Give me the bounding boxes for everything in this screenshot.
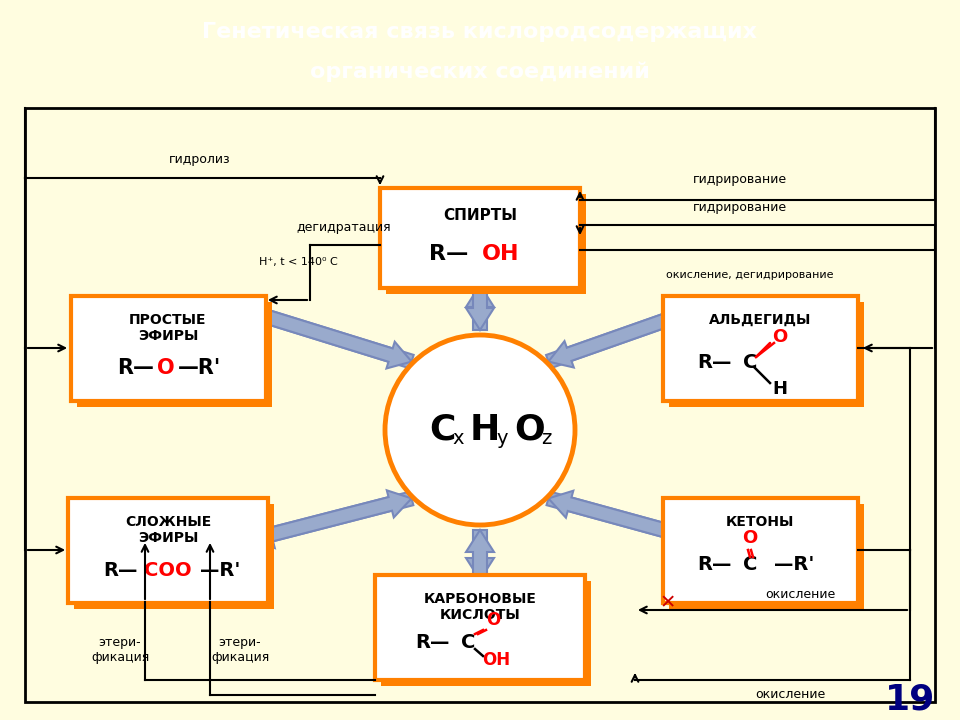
- Text: O: O: [157, 358, 175, 378]
- Text: окисление: окисление: [755, 688, 826, 701]
- Text: —R': —R': [178, 358, 221, 378]
- Text: z: z: [540, 430, 551, 449]
- Bar: [668, 302, 863, 407]
- Text: C: C: [461, 632, 475, 652]
- Text: H: H: [773, 380, 787, 398]
- Polygon shape: [466, 285, 494, 330]
- Text: АЛЬДЕГИДЫ: АЛЬДЕГИДЫ: [708, 313, 811, 327]
- Text: C: C: [743, 556, 757, 575]
- Polygon shape: [243, 303, 412, 369]
- Polygon shape: [466, 285, 494, 330]
- Text: OH: OH: [482, 651, 510, 669]
- Text: O: O: [773, 328, 787, 346]
- Text: R—: R—: [416, 632, 450, 652]
- Bar: [380, 188, 580, 288]
- Text: ✕: ✕: [660, 593, 676, 613]
- Text: x: x: [452, 430, 464, 449]
- Text: C: C: [429, 413, 455, 447]
- Bar: [77, 302, 272, 407]
- Text: СЛОЖНЫЕ: СЛОЖНЫЕ: [125, 515, 211, 529]
- Bar: [375, 575, 585, 680]
- Bar: [386, 194, 586, 294]
- Bar: [70, 295, 266, 400]
- Text: H⁺, t < 140⁰ C: H⁺, t < 140⁰ C: [258, 257, 337, 267]
- Polygon shape: [466, 530, 494, 580]
- Polygon shape: [546, 304, 695, 368]
- Bar: [668, 503, 863, 608]
- Text: КАРБОНОВЫЕ: КАРБОНОВЫЕ: [423, 592, 537, 606]
- Text: органических соединений: органических соединений: [310, 62, 650, 82]
- Text: КЕТОНЫ: КЕТОНЫ: [726, 515, 794, 529]
- Text: ЭФИРЫ: ЭФИРЫ: [138, 531, 198, 545]
- Text: этери-
фикация: этери- фикация: [211, 636, 269, 664]
- Bar: [662, 498, 857, 603]
- Text: —R': —R': [200, 560, 240, 580]
- Text: ЭФИРЫ: ЭФИРЫ: [138, 329, 198, 343]
- Text: y: y: [496, 430, 508, 449]
- Text: R—: R—: [698, 354, 732, 372]
- Text: R—: R—: [104, 560, 138, 580]
- Text: R—: R—: [698, 556, 732, 575]
- Text: R—: R—: [117, 358, 154, 378]
- Polygon shape: [250, 492, 414, 548]
- Polygon shape: [249, 490, 412, 546]
- Polygon shape: [466, 530, 494, 580]
- Bar: [74, 503, 274, 608]
- Text: дегидратация: дегидратация: [297, 222, 392, 235]
- Polygon shape: [548, 491, 702, 546]
- Text: окисление: окисление: [765, 588, 835, 600]
- Text: O: O: [515, 413, 545, 447]
- Text: COO: COO: [144, 560, 192, 580]
- Text: 19: 19: [885, 683, 935, 717]
- Text: окисление, дегидрирование: окисление, дегидрирование: [666, 270, 833, 280]
- Text: O: O: [486, 611, 500, 629]
- Text: гидрирование: гидрирование: [693, 174, 787, 186]
- Text: O: O: [742, 529, 757, 547]
- Polygon shape: [548, 303, 697, 367]
- Circle shape: [385, 335, 575, 525]
- Polygon shape: [546, 492, 700, 548]
- Bar: [662, 295, 857, 400]
- Bar: [68, 498, 268, 603]
- Text: КИСЛОТЫ: КИСЛОТЫ: [440, 608, 520, 622]
- Text: OH: OH: [482, 244, 519, 264]
- Text: C: C: [743, 354, 757, 372]
- Text: —R': —R': [774, 556, 814, 575]
- Polygon shape: [245, 303, 414, 369]
- Text: гидролиз: гидролиз: [169, 153, 230, 166]
- Text: СПИРТЫ: СПИРТЫ: [443, 209, 517, 223]
- Text: гидрирование: гидрирование: [693, 202, 787, 215]
- Text: ПРОСТЫЕ: ПРОСТЫЕ: [130, 313, 206, 327]
- Bar: [381, 580, 591, 685]
- Text: R—: R—: [428, 244, 468, 264]
- Text: H: H: [469, 413, 500, 447]
- Text: Генетическая связь кислородсодержащих: Генетическая связь кислородсодержащих: [203, 22, 757, 42]
- Text: этери-
фикация: этери- фикация: [91, 636, 149, 664]
